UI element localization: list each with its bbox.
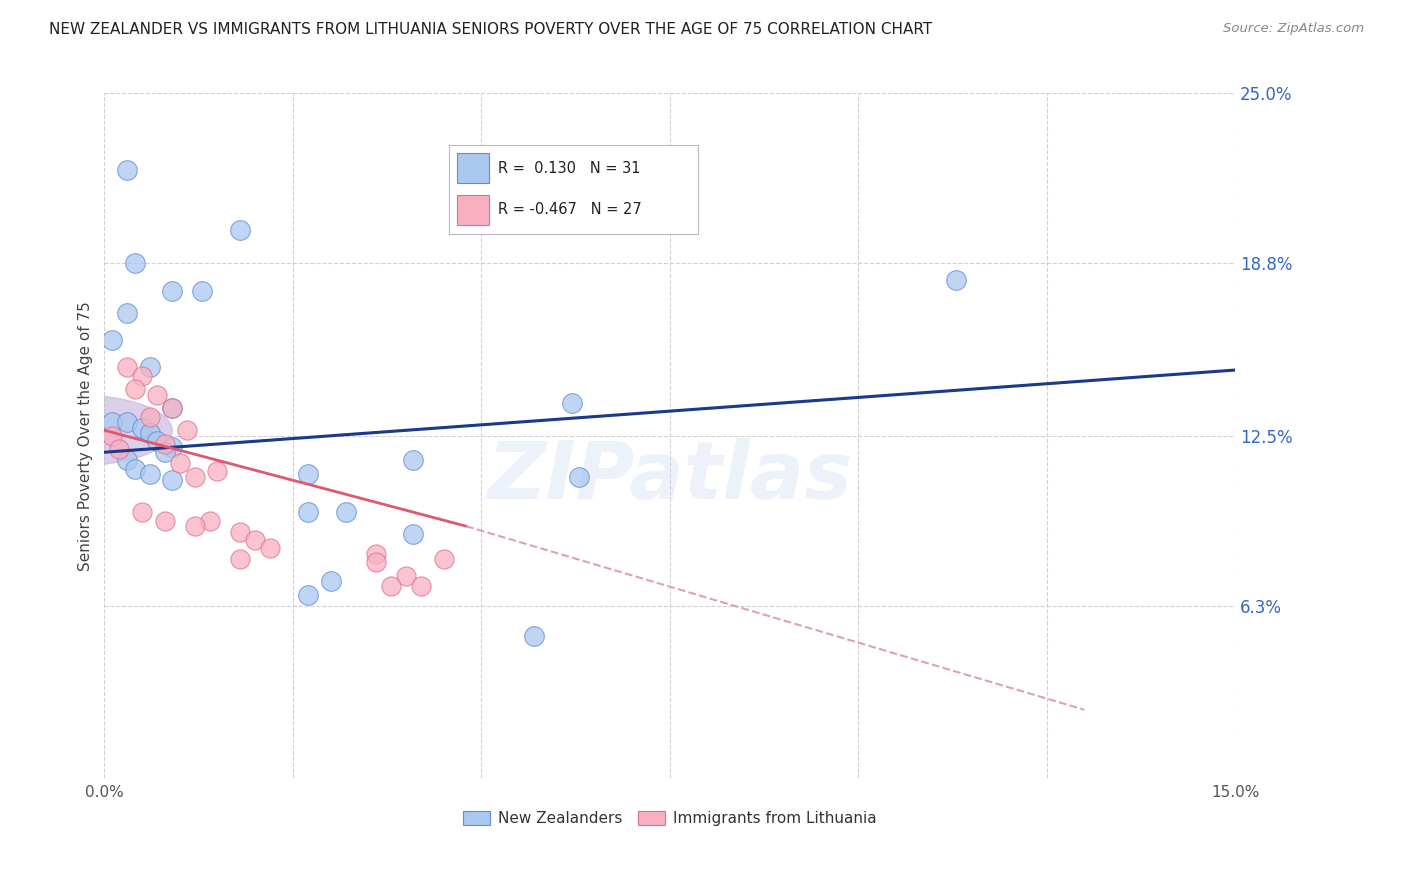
Point (561, 396, 583, 410)
Point (138, 467, 160, 482)
Point (101, 333, 124, 347)
Point (153, 445, 176, 459)
Point (523, 629, 546, 643)
Point (138, 360, 160, 375)
Point (153, 514, 176, 528)
Text: NEW ZEALANDER VS IMMIGRANTS FROM LITHUANIA SENIORS POVERTY OVER THE AGE OF 75 CO: NEW ZEALANDER VS IMMIGRANTS FROM LITHUAN… (49, 22, 932, 37)
Point (160, 473, 183, 487)
Point (364, 547, 387, 561)
Point (364, 555, 387, 569)
Point (124, 382, 146, 396)
Point (115, 163, 138, 178)
Point (160, 440, 183, 454)
Point (433, 552, 456, 566)
Text: Source: ZipAtlas.com: Source: ZipAtlas.com (1223, 22, 1364, 36)
Point (259, 541, 281, 555)
Y-axis label: Seniors Poverty Over the Age of 75: Seniors Poverty Over the Age of 75 (79, 301, 93, 571)
Point (297, 588, 319, 602)
Point (409, 579, 432, 593)
Point (568, 470, 591, 484)
Point (101, 415, 124, 429)
Point (380, 579, 402, 593)
Point (101, 429, 124, 443)
Point (115, 415, 138, 429)
Point (229, 524, 252, 539)
Point (297, 467, 319, 482)
Point (138, 425, 160, 440)
Point (124, 256, 146, 270)
Point (160, 284, 183, 298)
Point (198, 514, 221, 528)
Point (184, 470, 207, 484)
Point (115, 360, 138, 375)
Point (229, 223, 252, 237)
Point (108, 442, 131, 457)
Point (319, 574, 342, 588)
Point (243, 533, 266, 547)
Point (138, 409, 160, 424)
Point (146, 434, 169, 449)
Point (160, 401, 183, 416)
Point (160, 401, 183, 416)
Point (131, 420, 153, 434)
Point (402, 453, 425, 467)
Point (297, 506, 319, 520)
Point (146, 387, 169, 401)
Point (176, 423, 198, 437)
Text: ZIPatlas: ZIPatlas (488, 438, 852, 516)
Point (115, 305, 138, 319)
Point (184, 519, 207, 533)
Point (153, 437, 176, 451)
Point (335, 506, 357, 520)
Point (229, 552, 252, 566)
Point (402, 527, 425, 541)
Circle shape (0, 394, 172, 466)
Legend: New Zealanders, Immigrants from Lithuania: New Zealanders, Immigrants from Lithuani… (457, 805, 883, 832)
Point (207, 464, 229, 478)
Point (131, 368, 153, 383)
Point (115, 453, 138, 467)
Point (191, 284, 214, 298)
Point (124, 461, 146, 475)
Point (945, 273, 967, 287)
Point (395, 568, 418, 582)
Point (131, 506, 153, 520)
Point (169, 456, 191, 470)
